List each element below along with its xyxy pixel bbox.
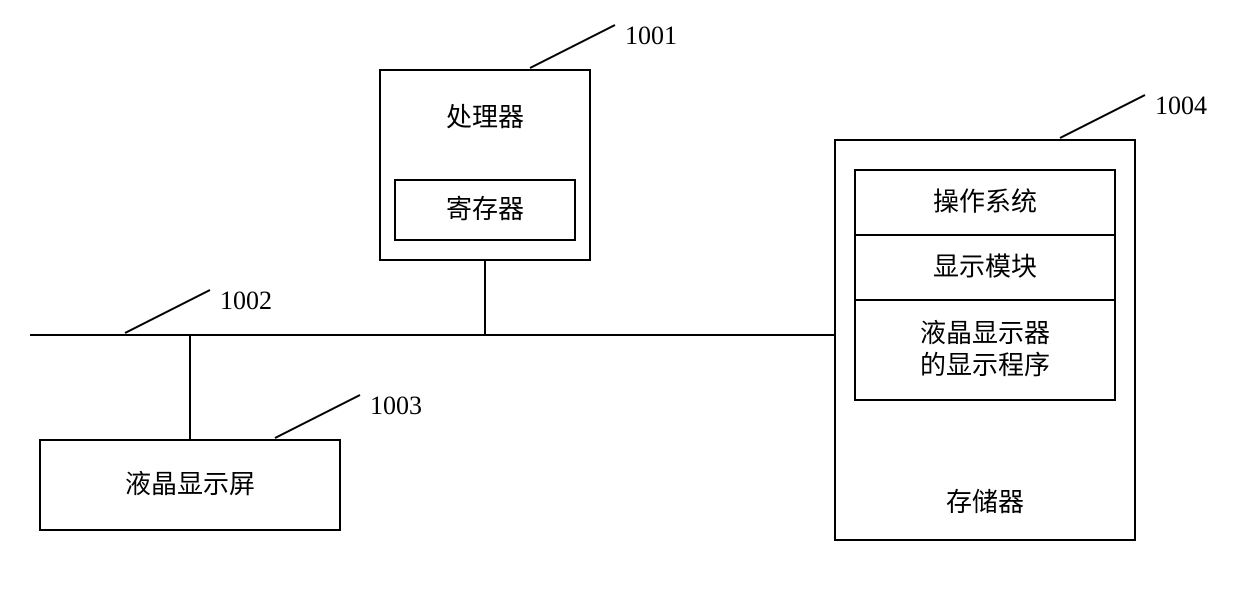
memory-item-label: 显示模块 [933, 252, 1037, 281]
lcd-callout-line [275, 395, 360, 438]
memory-title: 存储器 [946, 488, 1024, 517]
block-diagram: 处理器 寄存器 液晶显示屏 存储器 操作系统显示模块液晶显示器的显示程序 100… [0, 0, 1240, 600]
memory-callout-line [1060, 95, 1145, 138]
processor-callout-line [530, 25, 615, 68]
memory-callout-number: 1004 [1155, 91, 1207, 120]
bus-callout-number: 1002 [220, 286, 272, 315]
lcd-callout-number: 1003 [370, 391, 422, 420]
memory-items: 操作系统显示模块液晶显示器的显示程序 [855, 170, 1115, 400]
processor-title: 处理器 [446, 103, 524, 132]
lcd-title: 液晶显示屏 [125, 470, 255, 499]
bus-callout-line [125, 290, 210, 333]
processor-box [380, 70, 590, 260]
memory-item-label: 液晶显示器的显示程序 [920, 319, 1050, 380]
processor-callout-number: 1001 [625, 21, 677, 50]
register-title: 寄存器 [446, 195, 524, 224]
memory-item-label: 操作系统 [933, 187, 1037, 216]
